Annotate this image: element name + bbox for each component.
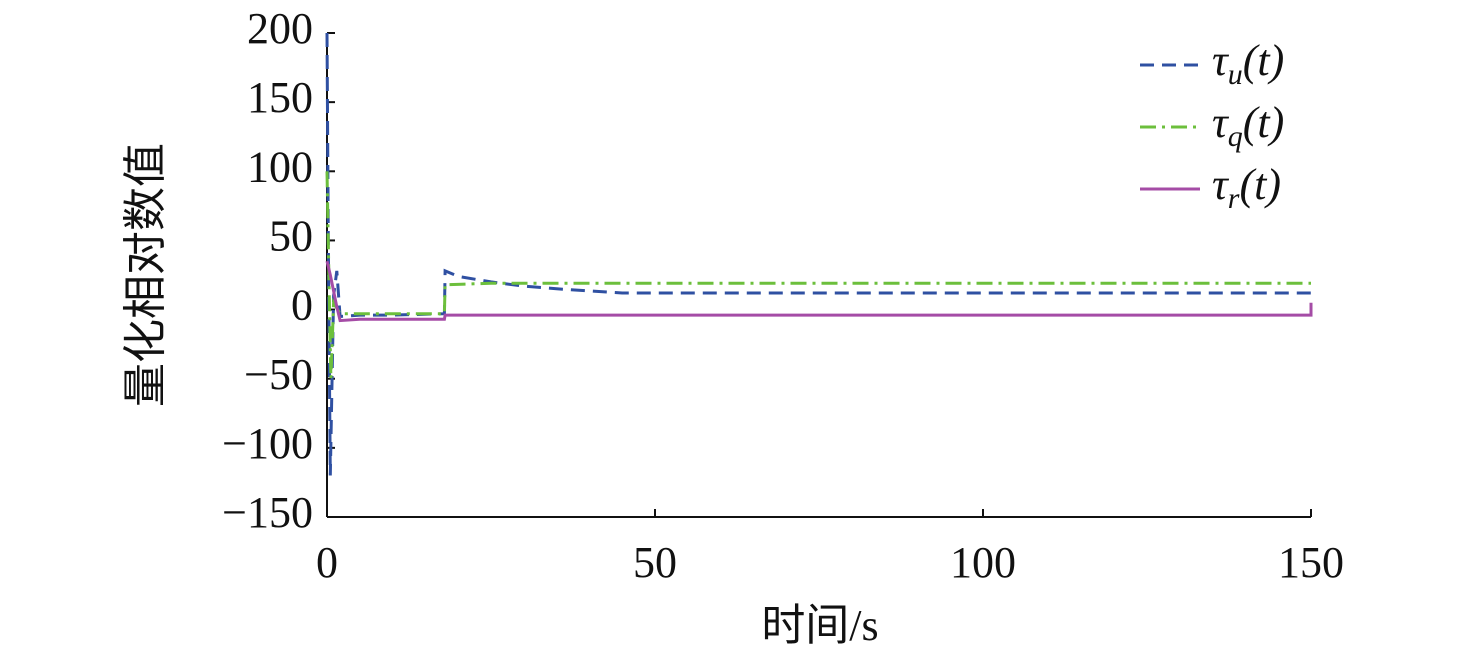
y-axis-label: 量化相对数值	[121, 143, 170, 407]
legend-label: τu(t)	[1212, 36, 1284, 91]
y-tick-label: 0	[291, 281, 313, 330]
x-tick-label: 50	[633, 538, 677, 587]
line-series	[325, 260, 1313, 323]
legend-args: (t)	[1239, 160, 1281, 209]
legend-label: τr(t)	[1212, 160, 1281, 215]
y-tick-label: −100	[222, 419, 313, 468]
y-tick-label: 150	[247, 73, 313, 122]
line-series	[325, 32, 1311, 476]
x-tick-label: 0	[316, 538, 338, 587]
line-series	[325, 171, 1311, 379]
legend-symbol: τ	[1212, 98, 1230, 147]
legend-subscript: u	[1228, 58, 1243, 91]
x-tick-label: 100	[950, 538, 1016, 587]
y-tick-label: 200	[247, 4, 313, 53]
legend-label: τq(t)	[1212, 98, 1284, 153]
x-axis-label: 时间/s	[761, 601, 878, 650]
legend-subscript: r	[1228, 182, 1240, 215]
y-tick-label: 50	[269, 212, 313, 261]
legend-args: (t)	[1243, 36, 1285, 85]
x-tick-label: 150	[1278, 538, 1344, 587]
y-tick-label: −150	[222, 488, 313, 537]
legend-symbol: τ	[1212, 160, 1230, 209]
legend-symbol: τ	[1212, 36, 1230, 85]
legend-args: (t)	[1243, 98, 1285, 147]
y-tick-label: 100	[247, 142, 313, 191]
legend-subscript: q	[1228, 120, 1243, 153]
y-tick-label: −50	[244, 350, 313, 399]
